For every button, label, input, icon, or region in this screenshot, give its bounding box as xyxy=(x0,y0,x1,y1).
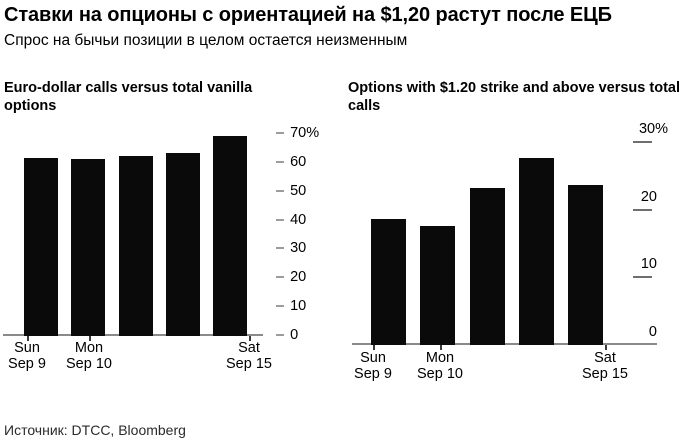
x-tick-label-line: Sep 10 xyxy=(66,355,112,372)
x-tick-label: Mon Sep 10 xyxy=(417,350,463,382)
source-note: Источник: DTCC, Bloomberg xyxy=(4,422,186,438)
x-tick-label-line: Sep 15 xyxy=(582,365,628,382)
x-tick-mark xyxy=(605,345,607,350)
bar-2 xyxy=(469,188,505,346)
y-tick-value: 20 xyxy=(290,269,307,286)
y-tick-dash: – xyxy=(276,124,285,141)
x-tick-label: Sun Sep 9 xyxy=(354,350,392,382)
y-tick-value: 60 xyxy=(290,153,307,170)
chart-title-120-strike: Options with $1.20 strike and above vers… xyxy=(348,80,680,114)
x-tick-label-line: Mon xyxy=(74,340,104,356)
y-tick-value: 30 xyxy=(290,240,307,257)
x-tick-label-line: Sep 9 xyxy=(8,355,46,372)
bar-0 xyxy=(371,218,406,346)
x-tick-mark xyxy=(373,345,375,350)
y-tick-label: –0 xyxy=(276,326,298,344)
y-tick-label: 10 xyxy=(640,256,657,273)
y-tick-label: –10 xyxy=(276,297,306,315)
x-tick-label-line: Sun xyxy=(360,350,386,366)
bar-1 xyxy=(71,158,106,337)
x-tick-mark xyxy=(27,336,29,341)
y-tick-label: –20 xyxy=(276,268,306,286)
x-tick-label-line: Mon xyxy=(425,350,455,366)
y-tick-label: –50 xyxy=(276,182,306,200)
x-tick-label: Sat Sep 15 xyxy=(226,340,272,372)
x-tick-label-line: Sun xyxy=(14,340,40,356)
bar-4 xyxy=(213,135,248,337)
y-tick-mark xyxy=(633,208,652,211)
x-tick-label-line: Sep 10 xyxy=(417,365,463,382)
x-tick-label: Sat Sep 15 xyxy=(582,350,628,382)
y-tick-dash: – xyxy=(276,211,285,228)
y-tick-dash: – xyxy=(276,182,285,199)
y-tick-mark xyxy=(633,140,652,143)
bar-2 xyxy=(118,156,153,337)
x-tick-label-line: Sep 15 xyxy=(226,355,272,372)
y-tick-value: 40 xyxy=(290,211,307,228)
y-tick-mark xyxy=(633,276,652,279)
bar-0 xyxy=(24,157,58,337)
y-tick-label: –40 xyxy=(276,211,306,229)
y-tick-label: –30 xyxy=(276,239,306,257)
y-tick-label: –60 xyxy=(276,153,306,171)
y-tick-label: 30% xyxy=(638,120,668,137)
y-tick-dash: – xyxy=(276,269,285,286)
page-subtitle: Спрос на бычьи позиции в целом остается … xyxy=(4,32,408,49)
y-tick-dash: – xyxy=(276,298,285,315)
x-axis-line xyxy=(3,334,263,336)
x-tick-label-line: Sat xyxy=(594,350,616,366)
x-tick-mark xyxy=(249,336,251,341)
y-tick-dash: – xyxy=(276,327,285,343)
y-tick-label: –70% xyxy=(276,124,319,142)
bar-3 xyxy=(518,157,554,346)
y-tick-dash: – xyxy=(276,240,285,257)
y-tick-value: 10 xyxy=(290,298,307,315)
x-tick-label: Sun Sep 9 xyxy=(8,340,46,372)
y-tick-value: 70% xyxy=(290,124,320,141)
y-tick-value: 50 xyxy=(290,182,307,199)
x-tick-label: Mon Sep 10 xyxy=(66,340,112,372)
x-tick-label-line: Sep 9 xyxy=(354,365,392,382)
x-axis-line xyxy=(352,343,657,345)
page-title: Ставки на опционы с ориентацией на $1,20… xyxy=(4,4,612,26)
bar-4 xyxy=(568,184,604,346)
x-tick-label-line: Sat xyxy=(238,340,260,356)
chart-title-eurodollar-calls: Euro-dollar calls versus total vanilla o… xyxy=(4,80,253,114)
y-tick-value: 0 xyxy=(290,327,299,343)
y-tick-dash: – xyxy=(276,153,285,170)
y-tick-label: 20 xyxy=(640,188,657,205)
x-tick-mark xyxy=(89,336,91,341)
bar-1 xyxy=(420,225,456,346)
x-tick-mark xyxy=(440,345,442,350)
bar-3 xyxy=(165,153,200,337)
y-tick-label: 0 xyxy=(648,324,657,340)
